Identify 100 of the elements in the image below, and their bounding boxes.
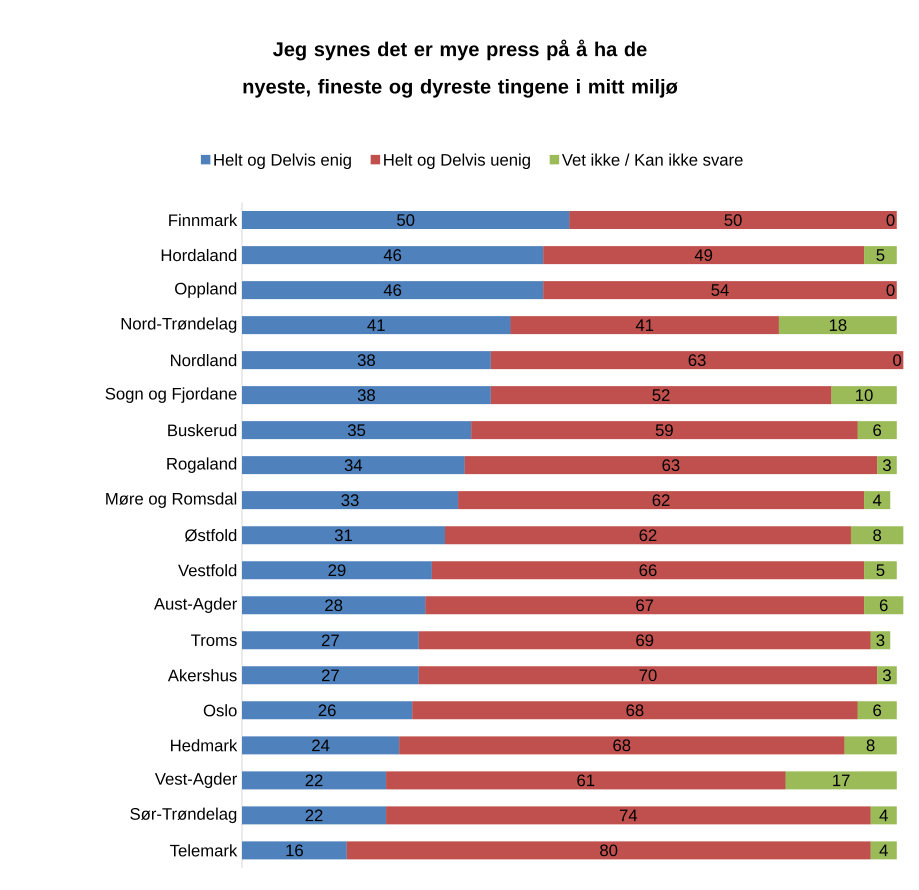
data-label: 70	[640, 669, 657, 682]
legend-label: Vet ikke / Kan ikke svare	[562, 154, 743, 166]
y-tick-label: Oslo	[204, 704, 237, 716]
bar	[242, 666, 419, 684]
y-tick-label: Finnmark	[169, 214, 238, 226]
data-label: 66	[640, 564, 657, 576]
bar	[471, 421, 858, 440]
data-label: 62	[652, 494, 670, 506]
data-label: 63	[688, 354, 706, 366]
data-label: 0	[893, 354, 902, 366]
data-label: 68	[626, 704, 644, 716]
bar	[242, 771, 386, 790]
data-label: 3	[876, 634, 884, 646]
bar	[386, 771, 786, 790]
data-label: 27	[322, 669, 339, 682]
y-tick-label: Troms	[191, 634, 237, 646]
bar	[778, 316, 897, 334]
data-label: 46	[384, 249, 402, 261]
data-label: 16	[286, 844, 303, 856]
data-label: 50	[724, 214, 742, 226]
bar	[850, 526, 904, 544]
data-label: 38	[358, 354, 375, 366]
bar	[242, 246, 544, 264]
y-tick-label: Østfold	[185, 528, 236, 542]
y-tick-label: Oppland	[175, 282, 236, 298]
data-label: 26	[318, 704, 336, 716]
bar	[490, 386, 832, 404]
bar	[877, 456, 897, 474]
bar	[458, 491, 864, 510]
y-tick-label: Telemark	[170, 844, 238, 856]
y-tick-label: Møre og Romsdal	[106, 492, 236, 508]
data-label: 0	[886, 284, 895, 296]
data-label: 61	[577, 774, 594, 786]
y-tick-label: Sør-Trøndelag	[130, 808, 236, 824]
bar	[242, 526, 445, 544]
bar	[242, 841, 347, 860]
bar	[242, 386, 491, 404]
data-label: 34	[344, 459, 362, 472]
data-label: 3	[882, 669, 891, 682]
bar	[242, 316, 510, 334]
data-label: 8	[873, 529, 882, 542]
y-tick-label: Hedmark	[171, 739, 238, 752]
bar	[510, 316, 779, 334]
bar	[242, 701, 412, 720]
data-label: 50	[397, 214, 414, 226]
data-label: 74	[620, 810, 638, 822]
data-label: 68	[613, 739, 630, 752]
bar	[844, 736, 897, 754]
bar	[242, 736, 400, 754]
bar	[870, 841, 897, 860]
bar	[785, 771, 897, 790]
data-label: 54	[711, 284, 729, 296]
bar	[242, 421, 472, 440]
data-label: 22	[306, 774, 322, 786]
y-tick-label: Vestfold	[178, 564, 236, 576]
bar	[432, 561, 864, 580]
data-label: 17	[833, 774, 850, 786]
data-label: 62	[640, 529, 656, 542]
bar	[864, 246, 897, 264]
data-label: 4	[879, 844, 888, 856]
data-label: 80	[600, 844, 618, 856]
bar	[242, 351, 491, 370]
y-tick-label: Aust-Agder	[154, 597, 238, 613]
bar	[242, 806, 386, 824]
bar	[386, 806, 871, 824]
y-tick-label: Akershus	[168, 669, 237, 682]
chart-title: Jeg synes det er mye press på å ha de nyeste, fineste og dyreste tingene i mitt miljø	[244, 40, 678, 98]
data-label: 6	[880, 599, 888, 612]
data-label: 63	[662, 459, 680, 472]
data-label: 52	[652, 389, 670, 402]
data-label: 29	[328, 564, 346, 576]
y-tick-label: Rogaland	[167, 457, 236, 473]
bar	[242, 211, 570, 230]
bar	[464, 456, 878, 474]
y-tick-label: Nordland	[171, 354, 236, 366]
data-label: 6	[873, 424, 882, 436]
bar	[877, 666, 897, 684]
data-label: 41	[367, 319, 385, 331]
y-tick-label: Nord-Trøndelag	[122, 317, 236, 333]
bar	[242, 561, 432, 580]
bar	[418, 666, 878, 684]
bar	[864, 491, 890, 510]
data-label: 69	[636, 634, 654, 646]
data-label: 5	[876, 564, 884, 576]
bar	[858, 421, 897, 440]
data-label: 31	[334, 529, 352, 542]
bar	[569, 211, 897, 230]
bar	[490, 351, 904, 370]
data-label: 33	[341, 494, 359, 506]
bar	[242, 281, 544, 300]
bar	[418, 631, 871, 650]
data-label: 46	[384, 284, 402, 296]
bar	[399, 736, 844, 754]
y-tick-label: Sogn og Fjordane	[106, 387, 237, 403]
data-label: 0	[886, 214, 895, 226]
bar	[543, 246, 864, 264]
bar	[425, 596, 864, 614]
data-label: 8	[866, 739, 875, 752]
bar	[870, 806, 897, 824]
bar	[858, 701, 897, 720]
